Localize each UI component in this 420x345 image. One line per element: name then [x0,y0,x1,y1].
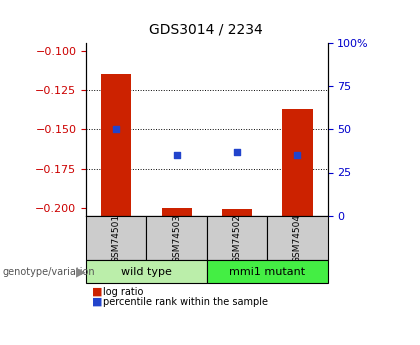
Text: ■: ■ [92,287,103,296]
Text: ■: ■ [92,297,103,307]
Point [113,127,120,132]
Bar [207,260,328,283]
Bar [162,208,192,216]
Bar [101,75,131,216]
Text: ▶: ▶ [76,265,85,278]
Text: GDS3014 / 2234: GDS3014 / 2234 [149,22,262,37]
Bar [86,216,147,260]
Text: percentile rank within the sample: percentile rank within the sample [103,297,268,307]
Text: GSM74503: GSM74503 [172,214,181,263]
Text: GSM74502: GSM74502 [233,214,241,263]
Text: wild type: wild type [121,267,172,277]
Text: GSM74504: GSM74504 [293,214,302,263]
Point [294,152,301,158]
Bar [267,216,328,260]
Bar [282,109,312,216]
Point [173,152,180,158]
Text: genotype/variation: genotype/variation [2,267,95,277]
Text: log ratio: log ratio [103,287,143,296]
Bar [86,260,207,283]
Text: mmi1 mutant: mmi1 mutant [229,267,305,277]
Bar [147,216,207,260]
Text: GSM74501: GSM74501 [112,214,121,263]
Point [234,149,240,155]
Bar [222,209,252,216]
Bar [207,216,267,260]
